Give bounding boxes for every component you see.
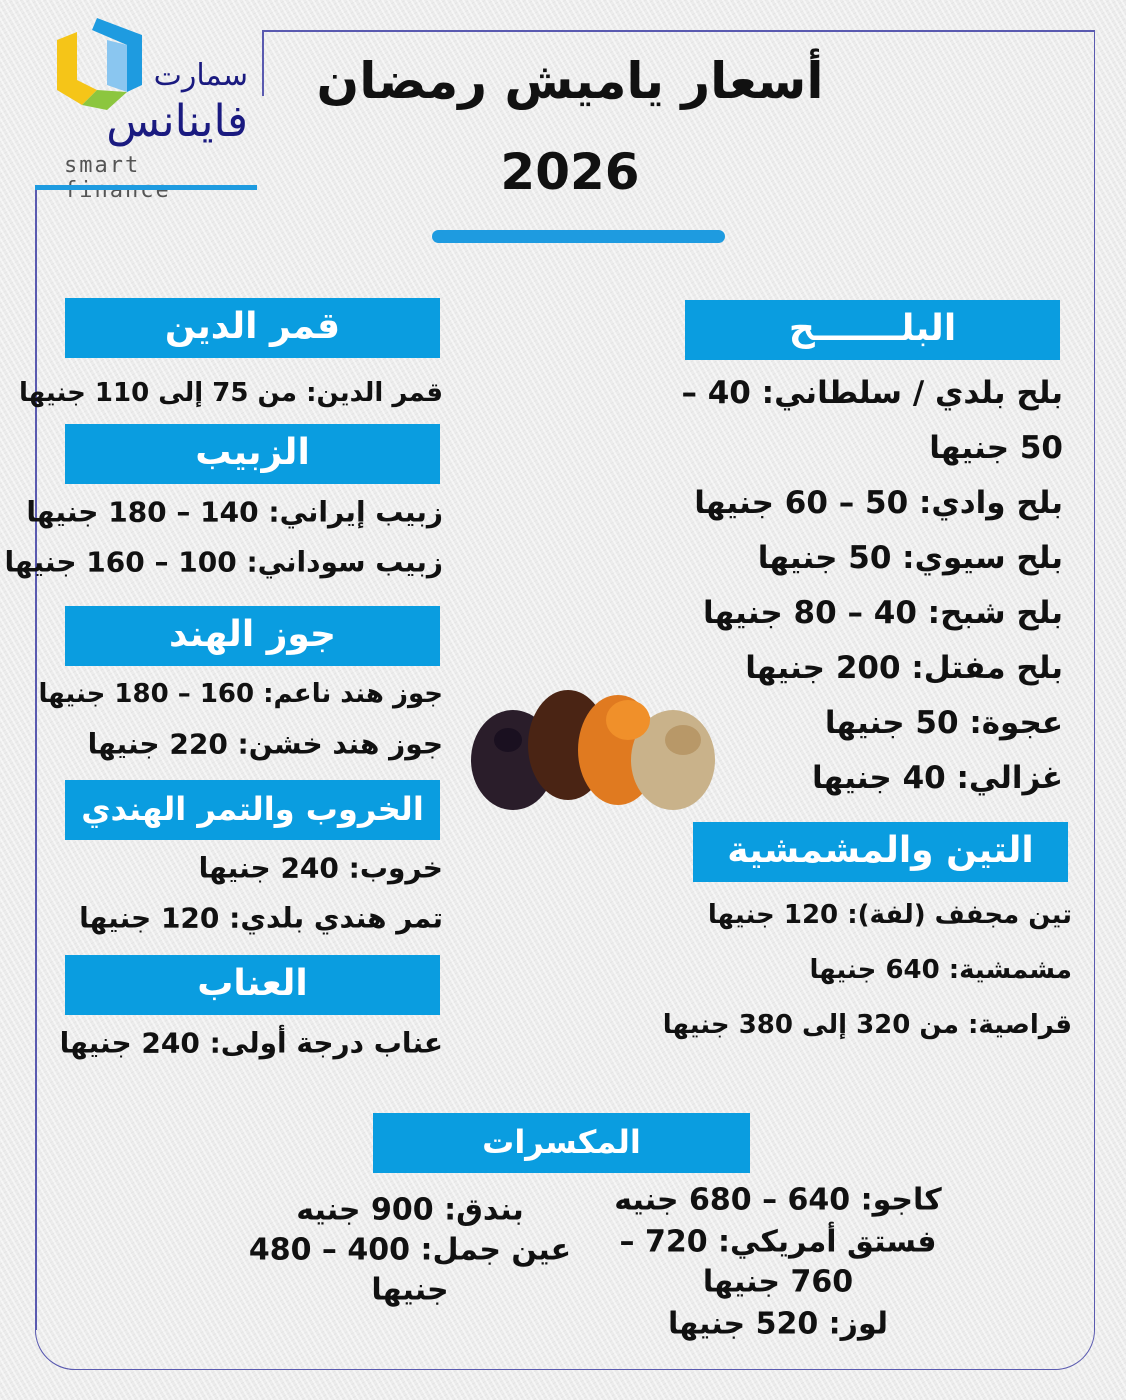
frame-border: [35, 1330, 75, 1370]
list-item: قمر الدين: من 75 إلى 110 جنيها: [18, 378, 443, 408]
list-item: غزالي: 40 جنيها: [812, 760, 1063, 796]
section-header-jujube: العناب: [65, 955, 440, 1015]
list-item: بلح سيوي: 50 جنيها: [757, 540, 1063, 576]
section-header-nuts: المكسرات: [373, 1113, 750, 1173]
list-item: 50 جنيها: [929, 430, 1063, 466]
dried-fruits-image: [471, 690, 715, 810]
logo: سمارت فاينانس smart finance: [50, 8, 260, 203]
list-item: خروب: 240 جنيها: [198, 851, 443, 885]
list-item: بلح شبح: 40 – 80 جنيها: [702, 595, 1063, 631]
section-header-coconut: جوز الهند: [65, 606, 440, 666]
frame-border: [262, 30, 264, 96]
section-header-figs: التين والمشمشية: [693, 822, 1068, 882]
section-header-carob: الخروب والتمر الهندي: [65, 780, 440, 840]
list-item: زبيب سوداني: 100 – 160 جنيها: [4, 545, 444, 579]
list-item: جنيها: [371, 1272, 449, 1308]
logo-underline: [35, 185, 257, 190]
page-title: أسعار ياميش رمضان: [316, 52, 824, 110]
list-item: تين مجفف (لفة): 120 جنيها: [707, 900, 1072, 930]
logo-hexagon-icon: [57, 18, 142, 110]
list-item: جوز هند خشن: 220 جنيها: [87, 727, 443, 761]
logo-arabic-top: سمارت: [153, 58, 248, 93]
section-header-raisins: الزبيب: [65, 424, 440, 484]
list-item: جوز هند ناعم: 160 – 180 جنيها: [38, 679, 443, 709]
list-item: 760 جنيها: [702, 1264, 854, 1300]
frame-border: [35, 190, 37, 1330]
frame-border: [35, 30, 1095, 1370]
list-item: مشمشية: 640 جنيها: [809, 955, 1072, 985]
list-item: لوز: 520 جنيها: [667, 1306, 889, 1342]
list-item: عجوة: 50 جنيها: [824, 705, 1063, 741]
list-item: كاجو: 640 – 680 جنيه: [614, 1182, 942, 1218]
list-item: بلح وادي: 50 – 60 جنيها: [694, 485, 1063, 521]
logo-arabic-main: فاينانس: [106, 96, 248, 147]
logo-latin: smart finance: [64, 153, 171, 203]
list-item: زبيب إيراني: 140 – 180 جنيها: [26, 495, 443, 529]
list-item: قراصية: من 320 إلى 380 جنيها: [662, 1010, 1072, 1040]
list-item: تمر هندي بلدي: 120 جنيها: [79, 901, 443, 935]
title-underline: [432, 230, 725, 243]
section-header-dates: البلـــــــح: [685, 300, 1060, 360]
page-year: 2026: [500, 143, 640, 201]
list-item: بلح بلدي / سلطاني: 40 –: [681, 375, 1063, 411]
list-item: فستق أمريكي: 720 –: [619, 1224, 937, 1260]
list-item: عناب درجة أولى: 240 جنيها: [59, 1026, 443, 1060]
frame-border: [262, 30, 1095, 32]
list-item: عين جمل: 400 – 480: [248, 1232, 572, 1268]
section-header-qamar-el-din: قمر الدين: [65, 298, 440, 358]
list-item: بلح مفتل: 200 جنيها: [745, 650, 1063, 686]
list-item: بندق: 900 جنيه: [296, 1192, 524, 1228]
